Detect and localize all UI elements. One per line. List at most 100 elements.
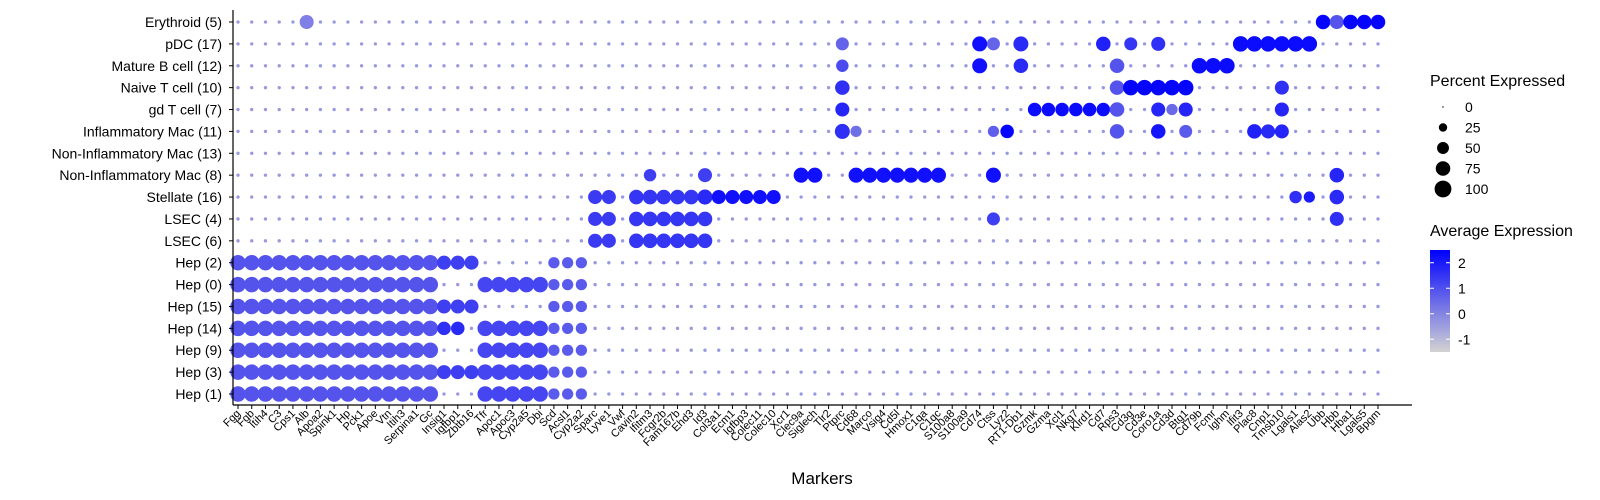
- expression-dot: [469, 107, 474, 112]
- expression-dot: [881, 348, 886, 352]
- expression-dot: [511, 129, 515, 134]
- expression-dot: [662, 282, 666, 287]
- expression-dot: [469, 173, 474, 177]
- expression-dot: [552, 217, 556, 221]
- expression-dot: [1376, 173, 1380, 177]
- expression-dot: [1376, 326, 1380, 331]
- expression-dot: [469, 217, 474, 221]
- expression-dot: [895, 85, 899, 90]
- expression-dot: [826, 151, 831, 155]
- expression-dot: [504, 364, 521, 380]
- expression-dot: [1101, 326, 1105, 331]
- expression-dot: [689, 64, 693, 68]
- expression-dot: [1280, 282, 1284, 287]
- expression-dot: [230, 254, 246, 271]
- expression-dot: [813, 195, 817, 199]
- expression-dot: [1238, 107, 1243, 112]
- expression-dot: [243, 386, 260, 402]
- expression-dot: [236, 217, 240, 221]
- expression-dot: [986, 37, 1000, 51]
- expression-dot: [298, 276, 315, 293]
- expression-dot: [538, 20, 542, 24]
- expression-dot: [964, 129, 968, 134]
- expression-dot: [491, 386, 507, 402]
- expression-dot: [1197, 107, 1202, 112]
- expression-dot: [340, 342, 356, 358]
- expression-dot: [1124, 37, 1138, 51]
- expression-dot: [1252, 217, 1257, 221]
- x-axis-title: Markers: [791, 469, 852, 488]
- expression-dot: [1178, 102, 1193, 117]
- expression-dot: [491, 342, 507, 358]
- expression-dot: [428, 85, 432, 90]
- expression-dot: [1252, 20, 1257, 24]
- expression-dot: [332, 20, 336, 24]
- expression-dot: [1321, 239, 1325, 243]
- expression-dot: [868, 151, 872, 155]
- expression-dot: [799, 195, 803, 199]
- expression-dot: [744, 107, 748, 112]
- expression-dot: [909, 129, 913, 134]
- expression-dot: [593, 151, 597, 155]
- expression-dot: [950, 261, 954, 265]
- expression-dot: [359, 239, 364, 243]
- expression-dot: [477, 342, 493, 358]
- expression-dot: [675, 326, 680, 331]
- expression-dot: [607, 85, 611, 90]
- expression-dot: [243, 364, 260, 380]
- expression-dot: [1142, 282, 1147, 287]
- expression-dot: [835, 80, 850, 95]
- expression-dot: [1166, 103, 1178, 116]
- expression-dot: [840, 217, 845, 221]
- expression-dot: [565, 107, 570, 112]
- expression-dot: [1074, 392, 1078, 396]
- expression-dot: [477, 386, 493, 402]
- expression-dot: [1293, 107, 1298, 112]
- expression-dot: [620, 173, 625, 177]
- expression-dot: [964, 64, 968, 68]
- expression-dot: [1123, 79, 1139, 96]
- size-legend-dot: [1437, 142, 1449, 154]
- expression-dot: [936, 282, 941, 287]
- expression-dot: [620, 370, 625, 374]
- expression-dot: [1197, 20, 1202, 24]
- expression-dot: [1329, 189, 1345, 205]
- expression-dot: [703, 282, 707, 287]
- expression-dot: [381, 364, 397, 380]
- expression-dot: [1293, 392, 1298, 396]
- expression-dot: [340, 254, 356, 271]
- expression-dot: [562, 366, 574, 378]
- expression-dot: [552, 239, 556, 243]
- expression-dot: [236, 107, 240, 112]
- expression-dot: [785, 370, 790, 374]
- expression-dot: [1087, 42, 1092, 46]
- expression-dot: [936, 217, 941, 221]
- expression-dot: [1129, 370, 1133, 374]
- expression-dot: [1019, 239, 1023, 243]
- expression-dot: [1032, 282, 1037, 287]
- expression-dot: [483, 173, 487, 177]
- expression-dot: [607, 107, 611, 112]
- expression-dot: [620, 64, 625, 68]
- expression-dot: [662, 85, 666, 90]
- expression-dot: [923, 304, 927, 309]
- expression-dot: [978, 151, 982, 155]
- expression-dot: [909, 64, 913, 68]
- color-legend-label: 1: [1458, 280, 1466, 296]
- expression-dot: [1032, 42, 1037, 46]
- expression-dot: [1060, 304, 1064, 309]
- expression-dot: [1184, 151, 1188, 155]
- color-legend: Average Expression 210-1: [1430, 223, 1573, 352]
- expression-dot: [1321, 107, 1325, 112]
- expression-dot: [593, 370, 597, 374]
- expression-dot: [1376, 85, 1380, 90]
- expression-dot: [408, 254, 425, 271]
- expression-dot: [799, 326, 803, 331]
- expression-dot: [634, 129, 638, 134]
- row-label: Hep (3): [175, 364, 222, 380]
- expression-dot: [758, 217, 762, 221]
- expression-dot: [1129, 195, 1133, 199]
- expression-dot: [826, 129, 831, 134]
- expression-dot: [785, 217, 790, 221]
- expression-dot: [697, 189, 713, 205]
